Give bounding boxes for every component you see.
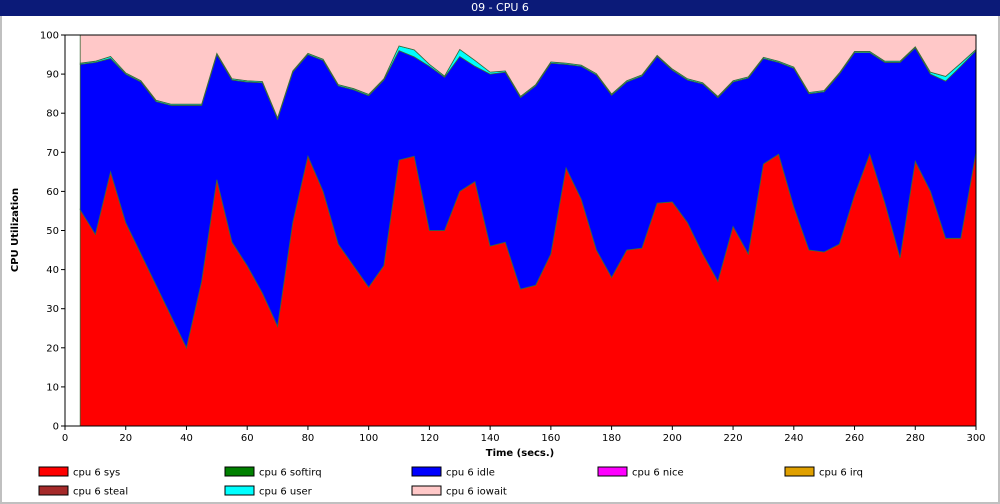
legend-swatch-cpu-6-softirq: [224, 466, 255, 477]
legend-swatch-cpu-6-nice: [597, 466, 628, 477]
x-tick-label: 140: [481, 433, 500, 444]
x-tick-label: 120: [420, 433, 439, 444]
legend-swatch-cpu-6-idle: [411, 466, 442, 477]
legend-label-cpu-6-idle: cpu 6 idle: [446, 468, 495, 479]
cpu-utilization-chart: 0 20 40 60 80 100 120 140 160 180 200 220 240 260 280 3…: [2, 16, 998, 502]
y-tick-label: 10: [46, 382, 59, 393]
x-tick-label: 300: [966, 433, 985, 444]
legend-label-cpu-6-nice: cpu 6 nice: [632, 468, 684, 479]
legend-label-cpu-6-steal: cpu 6 steal: [73, 487, 128, 498]
legend-swatch-cpu-6-irq: [784, 466, 815, 477]
x-tick-label: 200: [663, 433, 682, 444]
legend-label-cpu-6-irq: cpu 6 irq: [819, 468, 863, 479]
legend-label-cpu-6-user: cpu 6 user: [259, 487, 313, 498]
y-tick-label: 80: [46, 109, 59, 120]
x-axis-label: Time (secs.): [486, 448, 555, 459]
x-tick-label: 280: [906, 433, 925, 444]
y-axis-ticks: 0 10 20 30 40 50 60 70 80 90 100: [40, 31, 65, 433]
window-title: 09 - CPU 6: [471, 1, 529, 14]
x-tick-label: 160: [541, 433, 560, 444]
x-tick-label: 100: [359, 433, 378, 444]
y-tick-label: 40: [46, 265, 59, 276]
legend-label-cpu-6-iowait: cpu 6 iowait: [446, 487, 507, 498]
y-tick-label: 0: [53, 422, 59, 433]
x-tick-label: 40: [180, 433, 193, 444]
x-tick-label: 80: [302, 433, 315, 444]
x-tick-label: 60: [241, 433, 254, 444]
legend: cpu 6 sys cpu 6 softirq cpu 6 idle cpu 6 ni…: [38, 466, 863, 498]
window-title-bar: 09 - CPU 6: [0, 0, 1000, 16]
y-tick-label: 30: [46, 304, 59, 315]
legend-swatch-cpu-6-iowait: [411, 485, 442, 496]
x-tick-label: 240: [784, 433, 803, 444]
x-tick-label: 20: [119, 433, 132, 444]
y-tick-label: 100: [40, 31, 59, 42]
legend-swatch-cpu-6-steal: [38, 485, 69, 496]
y-tick-label: 60: [46, 187, 59, 198]
legend-swatch-cpu-6-sys: [38, 466, 69, 477]
x-axis-ticks: 0 20 40 60 80 100 120 140 160 180 200 220 240 260 280 3…: [62, 426, 986, 444]
chart-panel: 0 20 40 60 80 100 120 140 160 180 200 220 240 260 280 3…: [2, 16, 998, 502]
legend-swatch-cpu-6-user: [224, 485, 255, 496]
area-layers: [79, 34, 977, 427]
x-tick-label: 180: [602, 433, 621, 444]
legend-label-cpu-6-sys: cpu 6 sys: [73, 468, 120, 479]
y-tick-label: 90: [46, 70, 59, 81]
x-tick-label: 260: [845, 433, 864, 444]
y-axis-label: CPU Utilization: [10, 188, 21, 272]
y-tick-label: 70: [46, 148, 59, 159]
x-tick-label: 220: [724, 433, 743, 444]
y-tick-label: 20: [46, 343, 59, 354]
y-tick-label: 50: [46, 226, 59, 237]
x-tick-label: 0: [62, 433, 68, 444]
legend-label-cpu-6-softirq: cpu 6 softirq: [259, 468, 322, 479]
